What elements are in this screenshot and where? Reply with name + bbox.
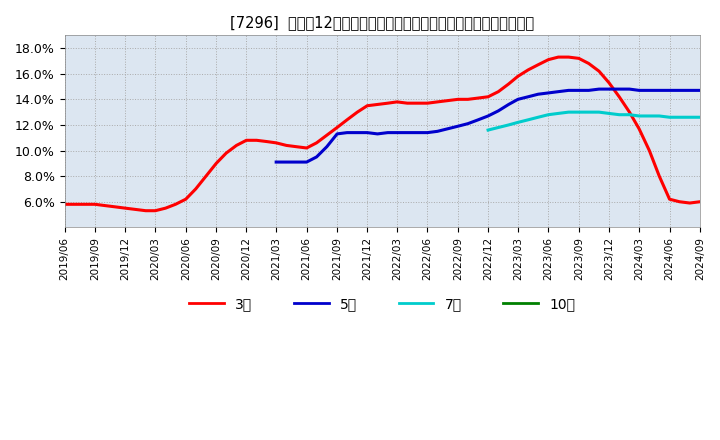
- Legend: 3年, 5年, 7年, 10年: 3年, 5年, 7年, 10年: [184, 291, 581, 316]
- Title: [7296]  売上高12か月移動合計の対前年同期増減率の標準偏差の推移: [7296] 売上高12か月移動合計の対前年同期増減率の標準偏差の推移: [230, 15, 534, 30]
